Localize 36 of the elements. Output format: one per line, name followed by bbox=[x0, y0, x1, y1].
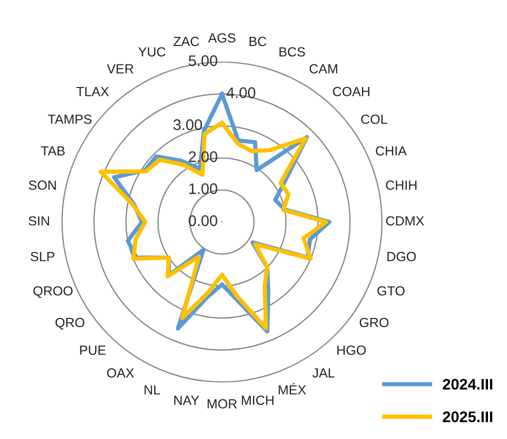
spoke-label: BC bbox=[250, 36, 266, 46]
spoke-label: TAB bbox=[40, 146, 65, 156]
spoke-label: YUC bbox=[138, 47, 166, 57]
y-tick-label: 1.00 bbox=[189, 183, 218, 194]
legend-label: 2025.III bbox=[442, 411, 492, 422]
spoke-label: GTO bbox=[377, 286, 405, 296]
spoke-label: SON bbox=[28, 180, 56, 190]
spoke-label: COAH bbox=[332, 86, 370, 96]
spoke-label: TLAX bbox=[76, 86, 109, 96]
spoke-label: NL bbox=[144, 385, 160, 394]
spoke-label: CHIA bbox=[376, 146, 407, 156]
spoke-label: ZAC bbox=[174, 36, 200, 46]
spoke-label: TAMPS bbox=[48, 114, 92, 124]
spoke-label: CHIH bbox=[386, 180, 416, 190]
spoke-label: MICH bbox=[242, 396, 274, 405]
spoke-label: AGS bbox=[208, 33, 236, 43]
spoke-label: MÉX bbox=[278, 382, 306, 394]
spoke-label: PUE bbox=[80, 346, 106, 355]
spoke-label: HGO bbox=[337, 346, 366, 355]
spoke-label: QRO bbox=[56, 318, 84, 330]
spoke-label: QROO bbox=[33, 286, 73, 298]
spoke-label: MOR bbox=[208, 399, 237, 408]
spoke-label: SIN bbox=[28, 216, 50, 226]
spoke-label: NAY bbox=[174, 396, 200, 405]
spoke-label: VER bbox=[106, 64, 134, 74]
spoke-label: JAL bbox=[312, 368, 335, 378]
spoke-label: CDMX bbox=[386, 216, 424, 226]
y-tick-label: 3.00 bbox=[173, 119, 202, 130]
spoke-label: GRO bbox=[360, 318, 388, 328]
legend-label: 2024.III bbox=[442, 378, 492, 390]
spoke-label: COL bbox=[361, 114, 388, 124]
spoke-label: OAX bbox=[107, 368, 134, 378]
spoke-label: BCS bbox=[280, 47, 305, 57]
spoke-label: CAM bbox=[310, 64, 338, 74]
spoke-label: SLP bbox=[30, 252, 54, 262]
spoke-label: DGO bbox=[387, 252, 416, 262]
